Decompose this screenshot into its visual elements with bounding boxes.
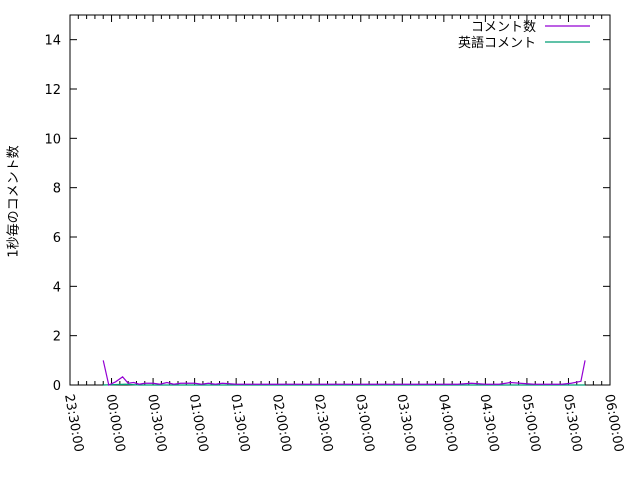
- plot-border: [69, 14, 611, 386]
- x-tick-label: 00:00:00: [103, 393, 128, 453]
- x-tick-label: 02:30:00: [310, 393, 335, 453]
- x-tick-label: 04:30:00: [476, 393, 501, 453]
- y-tick-label: 0: [53, 379, 61, 394]
- y-tick-label: 8: [53, 182, 61, 197]
- legend-label: コメント数: [471, 20, 536, 35]
- y-tick-label: 6: [53, 231, 61, 246]
- x-tick-label: 04:00:00: [435, 393, 460, 453]
- y-axis-label: 1秒毎のコメント数: [6, 145, 22, 258]
- legend-label: 英語コメント: [458, 35, 536, 51]
- y-tick-label: 14: [44, 34, 61, 49]
- x-tick-label: 01:30:00: [227, 393, 252, 453]
- x-tick-label: 01:00:00: [186, 393, 211, 453]
- x-tick-label: 06:00:00: [601, 393, 626, 453]
- x-tick-label: 03:00:00: [352, 393, 377, 453]
- x-tick-label: 03:30:00: [393, 393, 418, 453]
- x-tick-label: 05:30:00: [560, 393, 585, 453]
- x-tick-label: 05:00:00: [518, 393, 543, 453]
- y-tick-label: 12: [44, 83, 61, 98]
- series-line: [103, 383, 586, 386]
- y-tick-label: 10: [44, 132, 61, 147]
- y-tick-label: 4: [53, 280, 61, 295]
- x-tick-label: 23:30:00: [61, 393, 86, 453]
- series-line: [102, 360, 586, 386]
- y-tick-label: 2: [53, 330, 61, 345]
- x-tick-label: 00:30:00: [144, 393, 169, 453]
- x-tick-label: 02:00:00: [269, 393, 294, 453]
